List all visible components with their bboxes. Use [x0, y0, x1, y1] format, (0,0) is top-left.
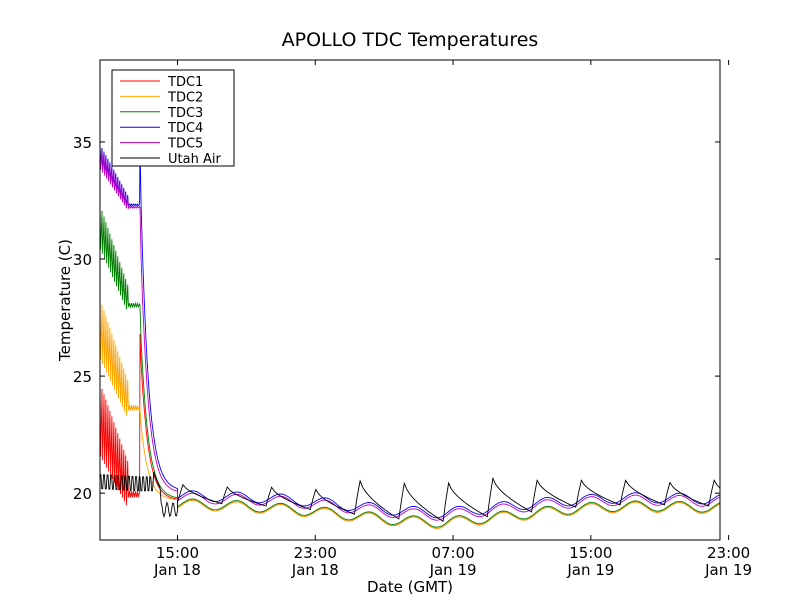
legend-label: TDC4	[167, 121, 203, 136]
series-line-tdc5	[100, 148, 720, 521]
x-tick-time-label: 15:00	[156, 544, 199, 562]
legend-label: TDC3	[167, 106, 203, 121]
x-tick-date-label: Jan 18	[291, 561, 339, 579]
x-tick-date-label: Jan 18	[153, 561, 201, 579]
legend-label: TDC2	[167, 90, 203, 105]
chart-title: APOLLO TDC Temperatures	[282, 29, 539, 51]
y-tick-label: 35	[73, 134, 92, 152]
series-line-tdc2	[100, 298, 720, 529]
x-tick-date-label: Jan 19	[566, 561, 614, 579]
plot-frame	[99, 59, 721, 541]
x-tick-time-label: 15:00	[569, 544, 612, 562]
x-tick-date-label: Jan 19	[704, 561, 752, 579]
x-tick-time-label: 07:00	[431, 544, 474, 562]
y-tick-label: 25	[73, 368, 92, 386]
y-tick-label: 30	[73, 251, 92, 269]
x-tick-time-label: 23:00	[707, 544, 750, 562]
x-axis-label: Date (GMT)	[367, 578, 453, 596]
legend-box	[111, 69, 235, 167]
y-tick-label: 20	[73, 485, 92, 503]
x-tick-date-label: Jan 19	[429, 561, 477, 579]
plot-lines	[100, 141, 720, 529]
x-tick-time-label: 23:00	[294, 544, 337, 562]
y-axis-label: Temperature (C)	[56, 239, 74, 362]
legend-label: Utah Air	[168, 152, 221, 167]
series-line-tdc4	[100, 141, 720, 519]
series-line-utah-air	[100, 471, 720, 523]
legend-label: TDC1	[167, 75, 203, 90]
series-line-tdc3	[100, 205, 720, 528]
legend-label: TDC5	[167, 137, 203, 152]
